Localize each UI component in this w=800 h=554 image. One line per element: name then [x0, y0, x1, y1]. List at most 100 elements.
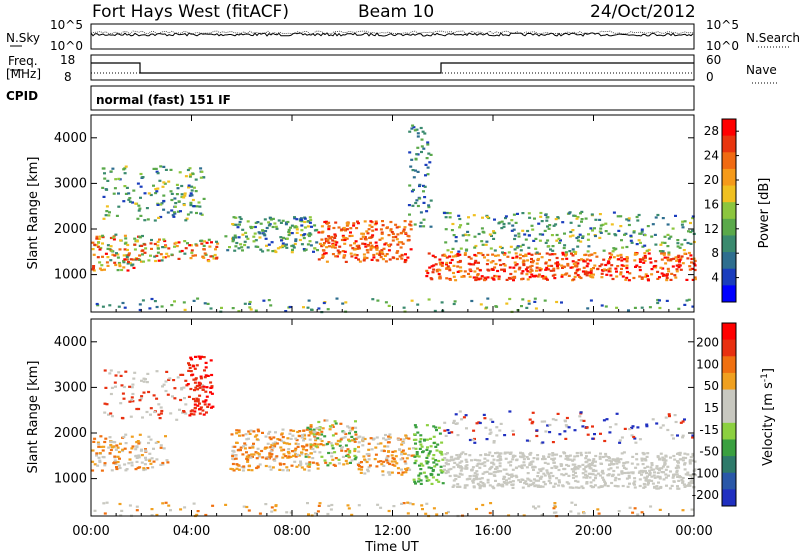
power-cell	[128, 200, 132, 203]
power-cell	[431, 271, 435, 274]
velocity-cell	[620, 472, 624, 475]
power-cell	[269, 304, 273, 307]
velocity-cell	[434, 445, 438, 448]
velocity-cell	[579, 419, 583, 422]
velocity-cell	[98, 460, 102, 464]
power-cell	[607, 268, 610, 271]
power-cell	[456, 270, 460, 273]
velocity-cell	[244, 444, 248, 447]
power-cell	[202, 244, 206, 247]
velocity-cell	[537, 505, 541, 508]
colorbar-swatch	[722, 202, 736, 220]
velocity-cell	[579, 411, 583, 414]
power-cell	[96, 304, 100, 307]
velocity-cell	[676, 434, 679, 437]
power-cell	[310, 308, 313, 311]
power-cell	[659, 243, 663, 246]
velocity-cell	[495, 451, 499, 454]
velocity-cell	[661, 465, 665, 468]
power-cell	[454, 236, 458, 239]
power-cell	[489, 247, 493, 250]
velocity-cell	[320, 430, 324, 433]
power-cell	[169, 168, 173, 171]
power-cell	[609, 274, 613, 277]
velocity-cell	[147, 435, 151, 438]
velocity-cell	[429, 466, 433, 470]
velocity-cell	[489, 472, 493, 475]
power-cell	[290, 232, 294, 235]
velocity-cell	[354, 437, 358, 440]
power-cell	[598, 213, 602, 216]
velocity-cell	[333, 451, 337, 454]
velocity-cell	[441, 470, 445, 473]
velocity-cell	[268, 436, 272, 439]
power-cell	[253, 232, 257, 235]
power-cell	[524, 238, 528, 241]
power-cell	[571, 254, 575, 257]
velocity-cell	[128, 504, 132, 507]
velocity-cell	[496, 459, 500, 462]
velocity-cell	[306, 502, 309, 505]
power-cell	[353, 248, 357, 251]
power-cell	[289, 226, 292, 229]
power-cell	[284, 310, 288, 313]
power-cell	[642, 256, 646, 259]
power-cell	[635, 243, 639, 246]
velocity-cell	[204, 374, 208, 377]
velocity-cell	[435, 513, 439, 516]
velocity-cell	[464, 453, 468, 456]
velocity-cell	[551, 454, 555, 457]
power-cell	[257, 231, 261, 234]
velocity-cell	[663, 462, 667, 465]
velocity-cell	[247, 454, 251, 457]
power-cell	[138, 303, 142, 306]
power-cell	[561, 221, 565, 224]
power-cell	[280, 246, 284, 249]
power-cell	[116, 253, 120, 256]
power-cell	[589, 275, 593, 278]
velocity-cell	[652, 468, 656, 471]
velocity-cell	[471, 438, 475, 441]
power-cell	[635, 264, 639, 267]
velocity-cell	[522, 458, 526, 461]
velocity-cell	[432, 425, 436, 428]
power-cell	[348, 234, 352, 238]
power-cell	[141, 249, 145, 252]
velocity-cell	[331, 424, 335, 427]
velocity-cell	[462, 416, 466, 419]
velocity-cell	[167, 378, 171, 381]
velocity-cell	[363, 437, 367, 441]
velocity-cell	[232, 469, 236, 472]
power-cell	[412, 126, 416, 129]
power-cell	[569, 266, 573, 269]
power-cell	[403, 259, 407, 262]
velocity-cell	[571, 459, 575, 462]
velocity-cell	[210, 385, 214, 388]
velocity-cell	[234, 457, 238, 460]
power-cell	[463, 233, 467, 236]
power-cell	[604, 263, 608, 267]
velocity-cell	[576, 480, 580, 483]
power-cell	[194, 254, 197, 257]
power-cell	[448, 267, 452, 270]
power-panel-frame	[90, 114, 695, 313]
velocity-cell	[417, 474, 421, 477]
velocity-cell	[382, 460, 386, 463]
velocity-cell	[435, 429, 438, 432]
power-cell	[476, 273, 480, 276]
velocity-cell	[642, 469, 646, 473]
power-cell	[286, 220, 290, 224]
power-cell	[625, 260, 629, 263]
velocity-cell	[137, 454, 141, 457]
velocity-cell	[499, 452, 503, 455]
velocity-cell	[346, 448, 350, 451]
colorbar-swatch	[722, 372, 736, 391]
velocity-cell	[278, 438, 282, 441]
power-cell	[341, 234, 345, 237]
velocity-cell	[388, 473, 392, 476]
power-cell	[614, 267, 618, 270]
velocity-cell	[589, 481, 593, 484]
power-cell	[143, 251, 147, 254]
power-cell	[190, 194, 194, 197]
velocity-cell	[664, 455, 668, 458]
